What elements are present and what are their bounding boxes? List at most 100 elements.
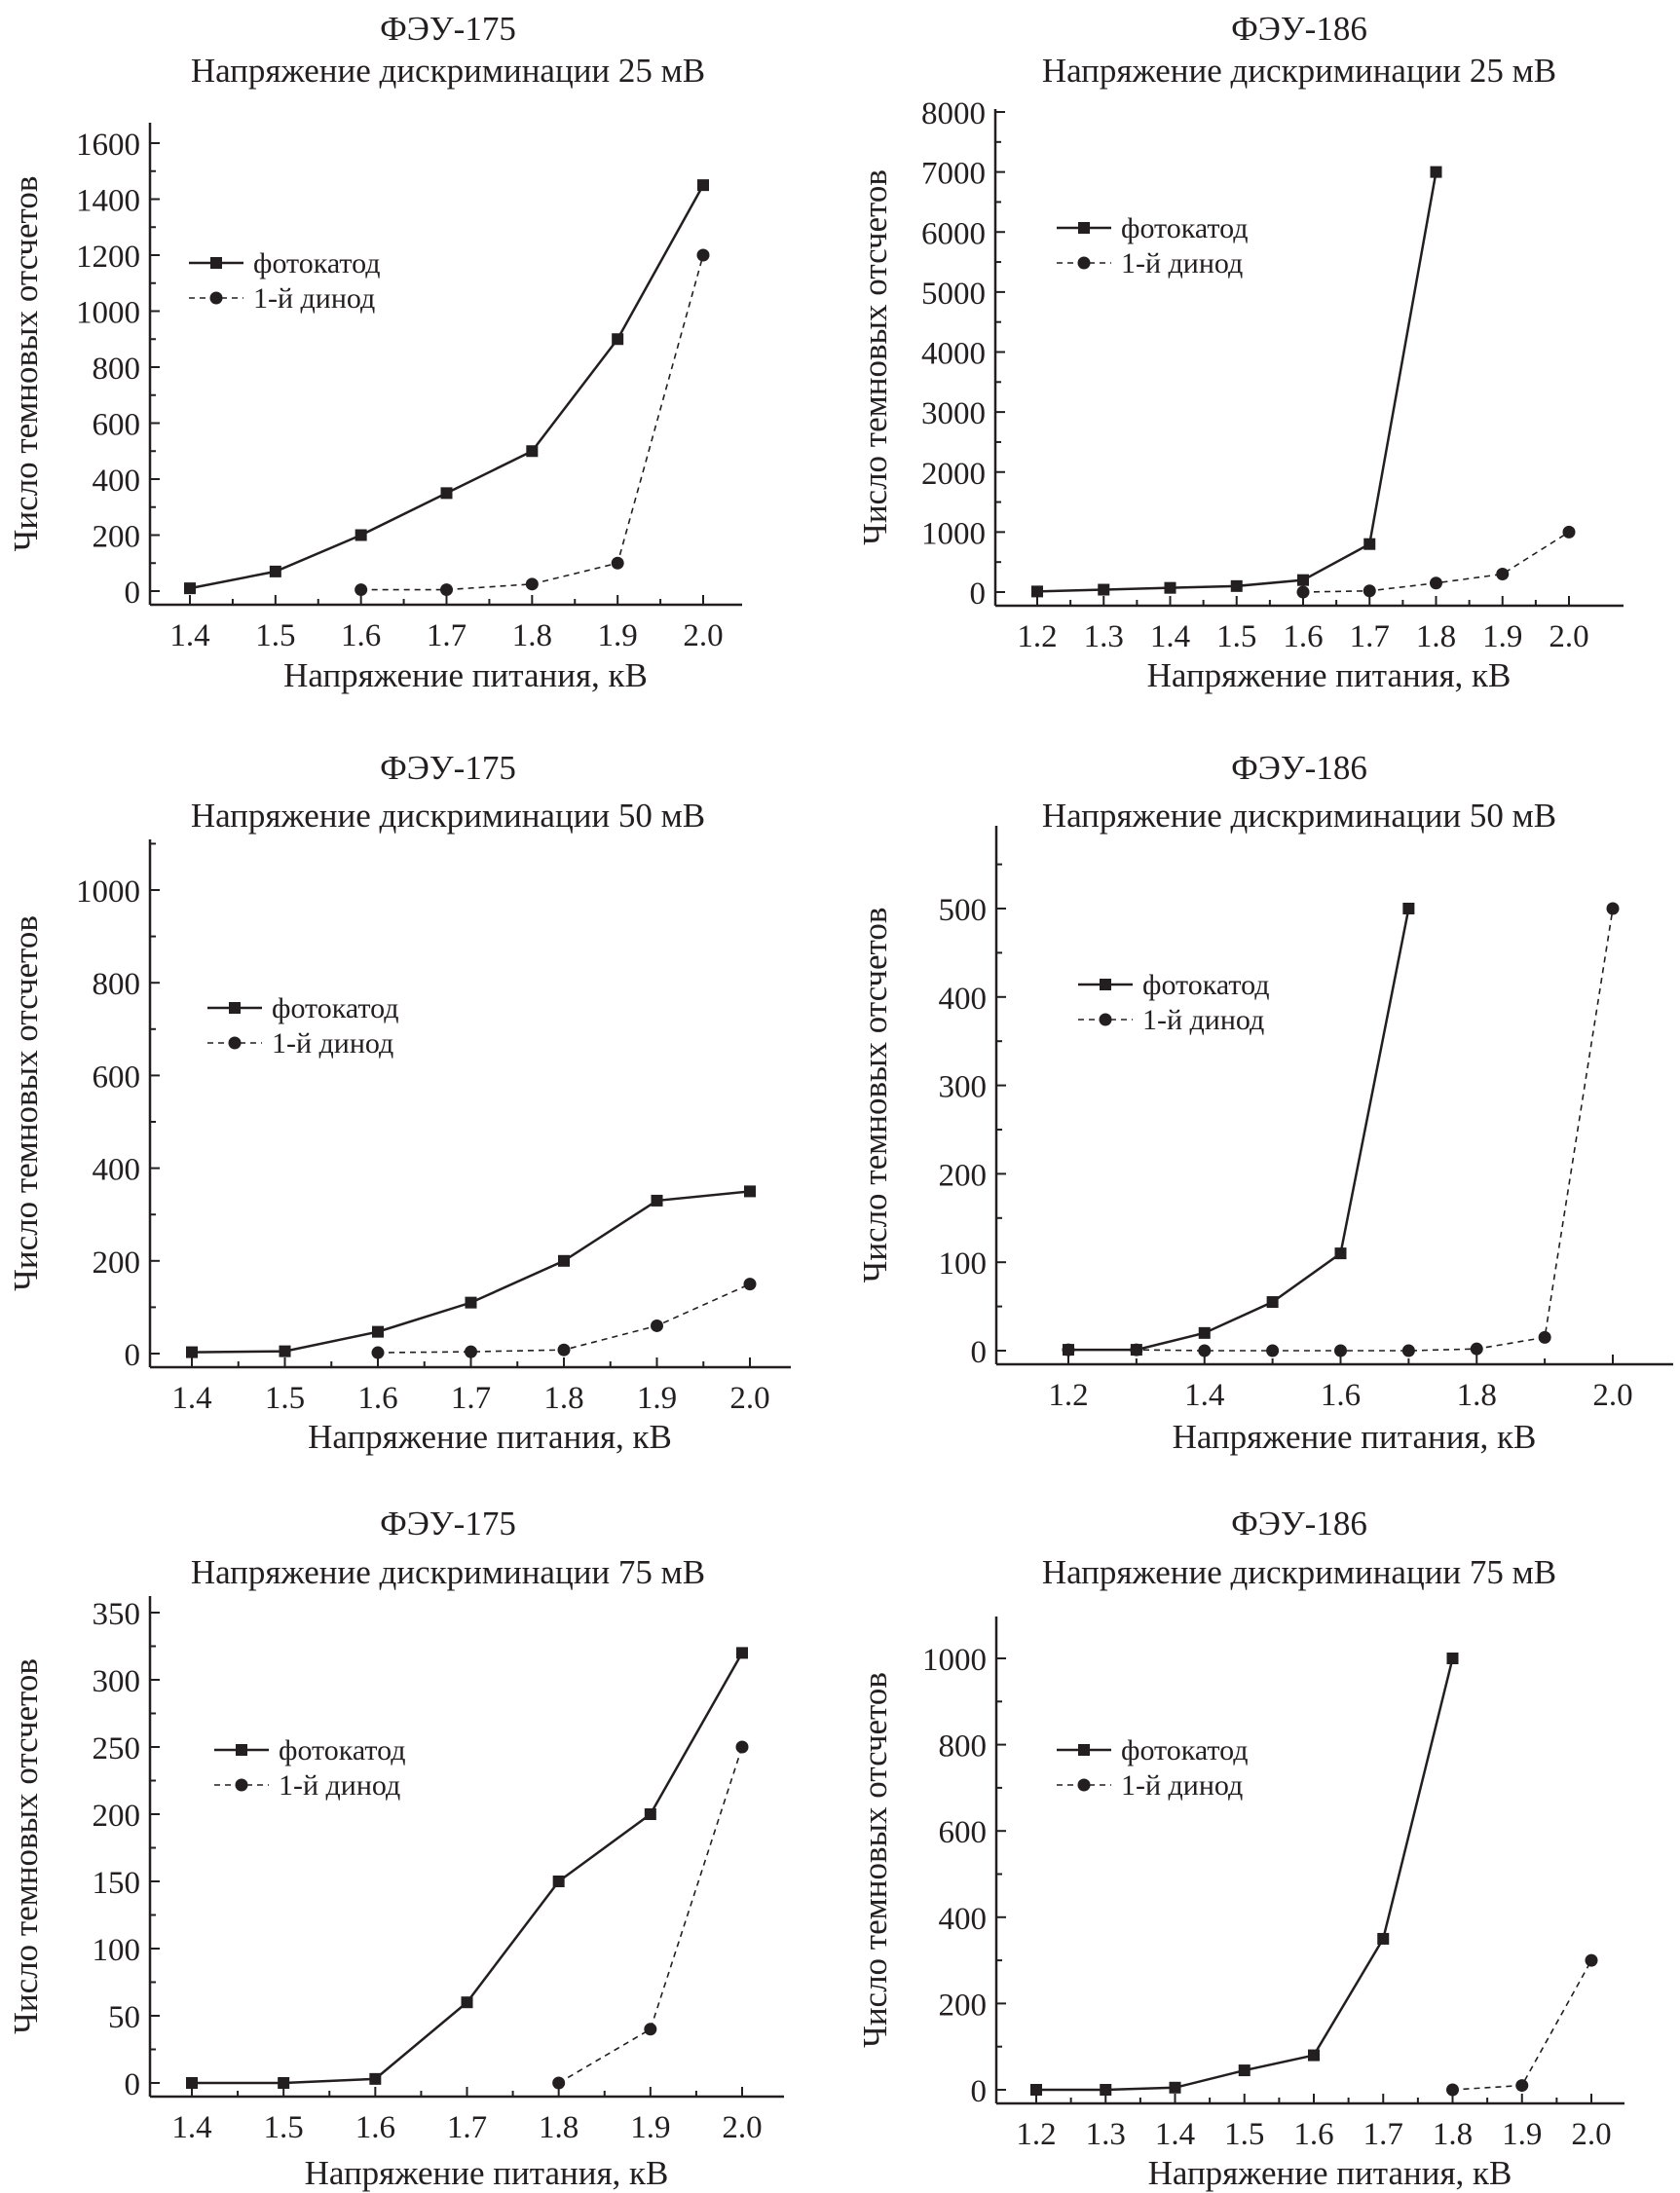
y-axis-label: Число темновых отсчетов bbox=[856, 169, 894, 545]
y-tick-label: 400 bbox=[93, 1153, 141, 1188]
data-point bbox=[1515, 2079, 1529, 2093]
data-point bbox=[1198, 1326, 1211, 1339]
y-tick-label: 3000 bbox=[921, 396, 986, 431]
legend-label: фотокатод bbox=[1121, 212, 1249, 244]
x-tick-label: 2.0 bbox=[1571, 2117, 1611, 2152]
x-tick-label: 1.9 bbox=[630, 2110, 670, 2145]
data-point bbox=[355, 529, 367, 541]
x-tick-label: 1.6 bbox=[1293, 2117, 1333, 2152]
x-tick-label: 1.9 bbox=[598, 618, 638, 653]
data-point bbox=[744, 1185, 756, 1198]
chart-title: ФЭУ-186 bbox=[1231, 749, 1367, 787]
x-tick-label: 1.3 bbox=[1084, 619, 1124, 654]
x-axis-label: Напряжение питания, кВ bbox=[305, 2154, 669, 2192]
data-point bbox=[651, 1194, 663, 1207]
data-point bbox=[1296, 585, 1310, 599]
data-point bbox=[1363, 538, 1376, 550]
x-tick-label: 1.2 bbox=[1016, 2117, 1056, 2152]
legend-marker bbox=[210, 257, 222, 269]
series-line-2 bbox=[377, 1282, 751, 1354]
data-point bbox=[1402, 903, 1415, 914]
y-tick-label: 1000 bbox=[921, 516, 986, 551]
data-point bbox=[1030, 2084, 1042, 2096]
data-point bbox=[1062, 1343, 1075, 1357]
series-line-1 bbox=[1036, 1657, 1454, 2092]
data-point bbox=[355, 583, 368, 597]
data-point bbox=[1169, 2081, 1181, 2094]
series-line-1 bbox=[192, 1652, 744, 2085]
data-point bbox=[743, 1278, 757, 1291]
series-line-2 bbox=[558, 1746, 743, 2084]
data-point bbox=[696, 248, 710, 262]
legend-label: фотокатод bbox=[1142, 969, 1270, 1001]
x-tick-label: 1.5 bbox=[1224, 2117, 1264, 2152]
x-tick-label: 1.6 bbox=[1321, 1378, 1361, 1413]
y-tick-label: 4000 bbox=[921, 337, 986, 372]
y-tick-label: 7000 bbox=[921, 157, 986, 192]
y-tick-label: 200 bbox=[939, 1158, 988, 1193]
data-point bbox=[612, 333, 624, 346]
legend-marker bbox=[1077, 256, 1091, 270]
legend-label: 1-й динод bbox=[1142, 1004, 1264, 1036]
x-tick-label: 1.2 bbox=[1048, 1378, 1088, 1413]
x-axis-label: Напряжение питания, кВ bbox=[1148, 2154, 1512, 2192]
y-tick-label: 300 bbox=[93, 1664, 141, 1699]
y-tick-label: 1600 bbox=[76, 128, 140, 163]
x-tick-label: 1.8 bbox=[1416, 619, 1456, 654]
data-point bbox=[1430, 166, 1442, 178]
data-point bbox=[1198, 1344, 1212, 1357]
x-tick-label: 1.6 bbox=[355, 2110, 395, 2145]
y-tick-label: 1400 bbox=[76, 184, 140, 219]
y-axis-label: Число темновых отсчетов bbox=[856, 908, 894, 1283]
y-tick-label: 600 bbox=[93, 408, 141, 443]
y-tick-label: 400 bbox=[93, 464, 141, 499]
data-point bbox=[186, 2077, 198, 2089]
data-point bbox=[697, 179, 709, 192]
y-tick-label: 1000 bbox=[76, 296, 140, 331]
data-point bbox=[1496, 568, 1510, 581]
legend-marker bbox=[1100, 979, 1111, 990]
data-point bbox=[1562, 525, 1576, 539]
x-tick-label: 1.5 bbox=[1216, 619, 1256, 654]
data-point bbox=[557, 1343, 571, 1357]
data-point bbox=[611, 556, 624, 570]
data-point bbox=[552, 1876, 565, 1887]
data-point bbox=[644, 1808, 656, 1820]
data-point bbox=[1377, 1932, 1390, 1945]
data-point bbox=[651, 1319, 663, 1332]
chart-panel-6: ФЭУ-186 Напряжение дискриминации 75 мВ 1.2… bbox=[856, 1505, 1624, 2192]
y-tick-label: 400 bbox=[939, 1902, 988, 1937]
y-tick-label: 600 bbox=[939, 1815, 988, 1850]
data-point bbox=[465, 1296, 477, 1309]
chart-subtitle: Напряжение дискриминации 75 мВ bbox=[191, 1553, 705, 1591]
legend-label: фотокатод bbox=[279, 1734, 406, 1766]
x-tick-label: 1.4 bbox=[171, 1381, 211, 1416]
x-tick-label: 1.8 bbox=[1457, 1378, 1497, 1413]
x-tick-label: 1.8 bbox=[512, 618, 552, 653]
y-tick-label: 8000 bbox=[921, 96, 986, 131]
y-tick-label: 200 bbox=[93, 520, 141, 555]
y-tick-label: 800 bbox=[939, 1729, 988, 1765]
x-tick-label: 2.0 bbox=[722, 2110, 762, 2145]
x-tick-label: 1.7 bbox=[447, 2110, 487, 2145]
data-point bbox=[279, 1345, 291, 1357]
data-point bbox=[1334, 1247, 1347, 1260]
data-point bbox=[1606, 902, 1620, 915]
y-tick-label: 0 bbox=[971, 1335, 988, 1370]
chart-subtitle: Напряжение дискриминации 75 мВ bbox=[1042, 1553, 1556, 1591]
series-line-2 bbox=[1452, 1959, 1592, 2091]
data-point bbox=[369, 2072, 382, 2085]
y-tick-label: 5000 bbox=[921, 277, 986, 312]
data-point bbox=[1230, 579, 1243, 592]
y-tick-label: 0 bbox=[125, 1338, 141, 1373]
data-point bbox=[1164, 581, 1176, 594]
data-point bbox=[552, 2076, 566, 2090]
chart-panel-4: ФЭУ-186 Напряжение дискриминации 50 мВ 1.2… bbox=[856, 749, 1673, 1456]
chart-title: ФЭУ-186 bbox=[1231, 1505, 1367, 1543]
data-point bbox=[525, 577, 539, 591]
legend-label: 1-й динод bbox=[1121, 247, 1243, 279]
x-tick-label: 1.4 bbox=[171, 2110, 211, 2145]
chart-panel-3: ФЭУ-175 Напряжение дискриминации 50 мВ 1.4… bbox=[7, 749, 791, 1456]
legend-marker bbox=[229, 1002, 241, 1014]
data-point bbox=[1430, 576, 1442, 590]
